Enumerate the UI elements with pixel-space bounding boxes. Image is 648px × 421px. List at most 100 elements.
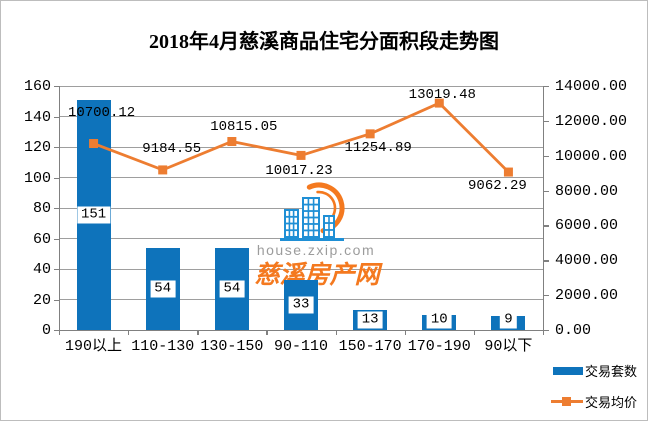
building-window xyxy=(325,223,329,230)
price-point-marker xyxy=(227,137,237,147)
watermark-url: house.zxip.com xyxy=(256,242,376,258)
building-window xyxy=(329,230,333,236)
left-axis-tick-label: 120 xyxy=(23,139,51,156)
price-point-marker xyxy=(158,165,168,175)
legend-label-bars: 交易套数 xyxy=(585,364,638,379)
building-window xyxy=(304,218,308,224)
price-point-label: 11254.89 xyxy=(344,139,412,156)
right-axis-tick-label: 14000.00 xyxy=(555,78,628,95)
left-axis-tick xyxy=(54,238,59,240)
bar-value-label: 54 xyxy=(150,280,176,298)
gridline xyxy=(59,146,543,148)
building-window xyxy=(325,217,329,223)
building-window xyxy=(304,205,308,211)
bar-value-label: 10 xyxy=(426,311,452,329)
left-axis-tick-label: 40 xyxy=(32,261,51,278)
left-axis-tick-label: 100 xyxy=(23,169,51,187)
x-axis-tick xyxy=(404,330,406,335)
building-window xyxy=(294,231,297,236)
right-axis-tick xyxy=(543,86,549,88)
category-label: 190以上 xyxy=(65,338,123,355)
right-axis-tick xyxy=(543,155,549,157)
price-point-label: 10700.12 xyxy=(67,104,136,121)
right-axis-tick xyxy=(543,295,549,297)
bar-series-swatch xyxy=(553,366,583,375)
building-window xyxy=(325,230,329,236)
building-window xyxy=(294,211,297,216)
building-window xyxy=(314,199,318,204)
category-label: 90-110 xyxy=(273,338,329,355)
price-point-label: 10815.05 xyxy=(210,118,278,135)
right-axis-line xyxy=(543,86,545,330)
watermark-logo-icon xyxy=(280,182,345,241)
right-axis-tick-label: 0.00 xyxy=(555,322,592,339)
price-line xyxy=(93,101,510,174)
building-window xyxy=(309,224,313,230)
price-point-marker xyxy=(365,129,375,139)
building-window xyxy=(304,211,308,217)
building-window xyxy=(314,205,318,211)
building-window xyxy=(329,217,333,223)
category-label: 170-190 xyxy=(407,338,471,355)
building-window xyxy=(286,217,289,223)
bar-value-label: 13 xyxy=(357,311,383,329)
building-window xyxy=(304,224,308,230)
building-window xyxy=(286,231,289,236)
price-point-label: 9062.29 xyxy=(468,178,527,195)
left-axis-tick-label: 80 xyxy=(32,200,51,217)
bar-value-label: 9 xyxy=(500,311,517,329)
left-axis-tick-label: 140 xyxy=(23,108,51,126)
left-axis-tick xyxy=(54,269,59,271)
gridline xyxy=(59,177,543,178)
bar-value-label: 33 xyxy=(288,296,314,314)
building-baseline xyxy=(280,238,344,241)
left-axis-tick xyxy=(54,116,59,118)
legend-label-line: 交易均价 xyxy=(585,395,638,410)
category-label: 130-150 xyxy=(200,338,264,355)
price-point-label: 13019.48 xyxy=(408,87,476,104)
category-label: 90以下 xyxy=(484,338,533,355)
right-axis-tick-label: 12000.00 xyxy=(555,112,628,130)
building-window xyxy=(286,211,289,216)
right-axis-tick xyxy=(543,260,549,262)
line-marker-icon xyxy=(562,397,571,406)
right-axis-tick-label: 8000.00 xyxy=(555,182,619,200)
building-window xyxy=(286,224,289,230)
x-axis-tick xyxy=(59,330,61,335)
x-axis-tick xyxy=(128,330,130,335)
building-window xyxy=(314,224,318,230)
x-axis-tick xyxy=(543,330,545,335)
swoosh-inner-arc xyxy=(316,190,337,217)
legend-item-line: 交易均价 xyxy=(551,392,637,411)
left-axis-tick-label: 0 xyxy=(41,322,51,339)
left-axis-tick-label: 20 xyxy=(32,291,51,309)
building-window xyxy=(309,218,313,224)
building-icon xyxy=(284,209,299,238)
left-axis-tick xyxy=(54,330,59,332)
category-label: 150-170 xyxy=(338,338,402,355)
building-window xyxy=(309,231,313,236)
building-window xyxy=(314,218,318,224)
left-axis-line xyxy=(59,86,61,330)
building-window xyxy=(329,223,333,230)
price-point-label: 10017.23 xyxy=(265,163,333,180)
gridline xyxy=(59,207,543,209)
building-icon xyxy=(323,215,335,238)
category-label: 110-130 xyxy=(131,338,195,355)
right-axis-tick-label: 2000.00 xyxy=(555,287,619,305)
gridline xyxy=(59,268,543,270)
right-axis-tick-label: 10000.00 xyxy=(555,147,628,165)
building-window xyxy=(309,211,313,217)
building-window xyxy=(314,231,318,236)
building-window xyxy=(309,205,313,211)
building-window xyxy=(290,211,293,216)
building-window xyxy=(294,224,297,230)
left-axis-tick xyxy=(54,208,59,210)
building-window xyxy=(290,217,293,223)
right-axis-tick xyxy=(543,225,549,227)
left-axis-tick xyxy=(54,299,59,301)
building-window xyxy=(314,211,318,217)
right-axis-tick-label: 6000.00 xyxy=(555,217,619,235)
legend-item-bars: 交易套数 xyxy=(553,361,637,380)
